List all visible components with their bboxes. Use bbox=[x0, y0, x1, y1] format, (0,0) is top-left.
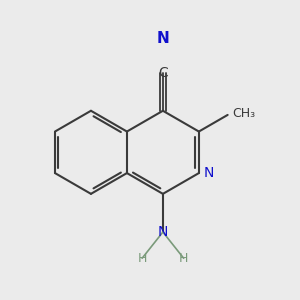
Text: N: N bbox=[158, 225, 168, 239]
Text: H: H bbox=[137, 252, 147, 265]
Text: N: N bbox=[203, 166, 214, 180]
Text: N: N bbox=[157, 31, 169, 46]
Text: CH₃: CH₃ bbox=[232, 107, 255, 120]
Text: H: H bbox=[179, 252, 188, 265]
Text: C: C bbox=[158, 66, 168, 80]
